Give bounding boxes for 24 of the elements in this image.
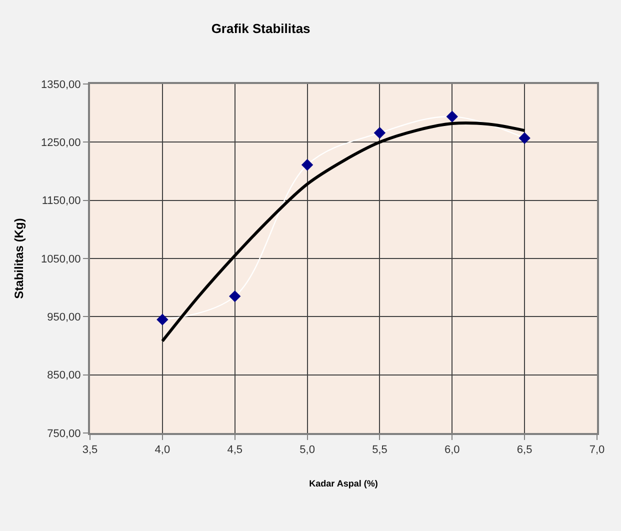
y-tick-label: 950,00	[47, 312, 81, 324]
y-tick-label: 1350,00	[41, 78, 81, 91]
point	[156, 314, 168, 326]
x-tick-label: 3,5	[82, 444, 98, 456]
point	[518, 132, 530, 144]
y-tick-label: 750,00	[47, 428, 81, 440]
x-tick-label: 5,0	[300, 444, 315, 456]
point	[446, 110, 458, 122]
point	[301, 159, 314, 171]
y-axis-title: Stabilitas (Kg)	[12, 218, 26, 299]
point	[229, 290, 241, 302]
x-tick-label: 7,0	[589, 444, 605, 456]
x-tick-label: 6,5	[516, 444, 532, 456]
chart-title: Grafik Stabilitas	[211, 20, 310, 36]
y-tick-label: 1250,00	[41, 137, 81, 150]
x-tick-label: 6,0	[444, 444, 460, 456]
point	[374, 127, 386, 139]
y-tick-label: 850,00	[47, 370, 81, 382]
x-tick-label: 5,5	[372, 444, 388, 456]
y-tick-label: 1150,00	[42, 195, 81, 208]
y-tick-label: 1050,00	[41, 253, 81, 266]
x-axis-title: Kadar Aspal (%)	[309, 478, 378, 488]
x-tick-label: 4,5	[227, 444, 243, 456]
x-tick-label: 4,0	[154, 444, 170, 456]
